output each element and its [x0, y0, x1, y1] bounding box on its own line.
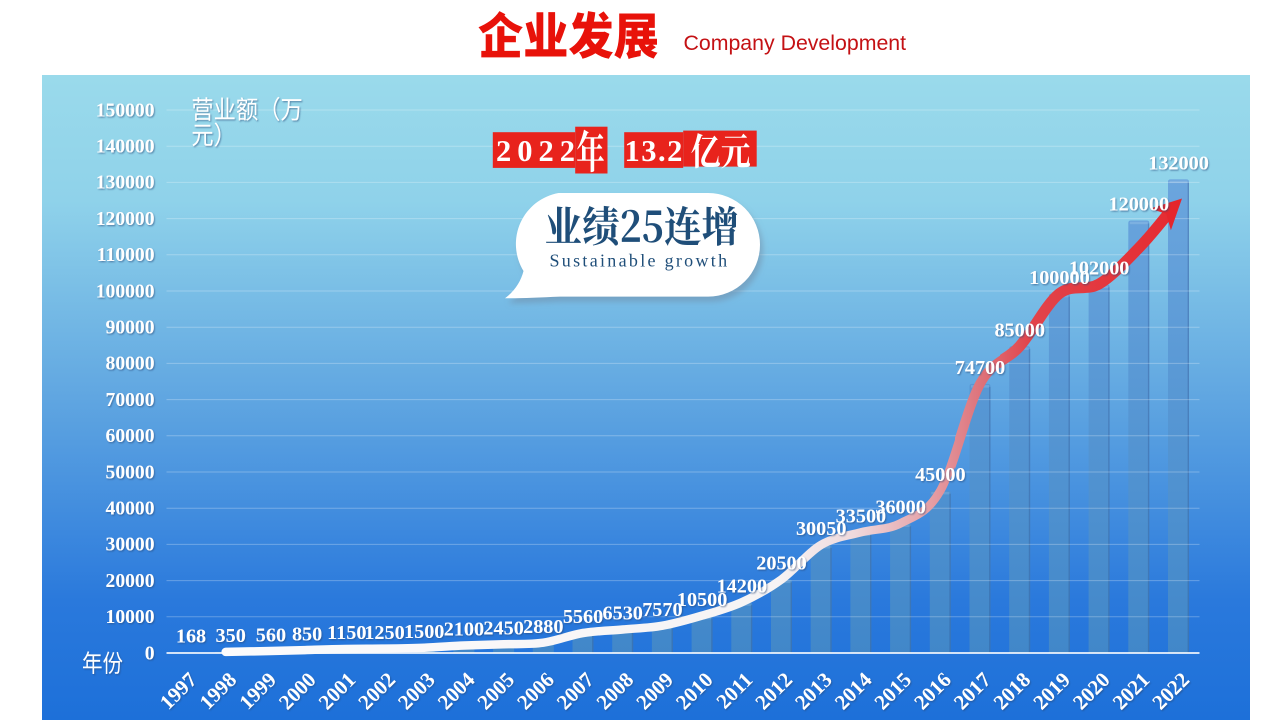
svg-text:50000: 50000 [106, 462, 155, 483]
svg-text:100000: 100000 [96, 281, 155, 302]
svg-text:5560: 5560 [563, 606, 603, 628]
svg-text:74700: 74700 [955, 357, 1005, 379]
svg-text:45000: 45000 [915, 464, 965, 486]
svg-text:33500: 33500 [836, 506, 886, 528]
svg-text:80000: 80000 [106, 354, 155, 375]
svg-text:70000: 70000 [106, 390, 155, 411]
svg-text:40000: 40000 [106, 499, 155, 520]
svg-text:2880: 2880 [523, 616, 563, 638]
svg-text:20000: 20000 [106, 571, 155, 592]
svg-text:2022: 2022 [496, 134, 581, 168]
svg-text:30050: 30050 [796, 518, 846, 540]
svg-text:110000: 110000 [97, 245, 155, 266]
svg-text:14200: 14200 [717, 575, 767, 597]
svg-text:85000: 85000 [994, 319, 1044, 341]
svg-text:350: 350 [216, 625, 246, 647]
svg-text:6530: 6530 [603, 603, 643, 625]
svg-text:30000: 30000 [106, 535, 155, 556]
svg-text:20500: 20500 [756, 553, 806, 575]
svg-text:100000: 100000 [1029, 267, 1090, 289]
svg-text:7570: 7570 [642, 599, 682, 621]
svg-text:140000: 140000 [96, 137, 155, 158]
svg-text:13.2: 13.2 [625, 134, 684, 168]
svg-text:168: 168 [176, 626, 206, 648]
svg-text:2450: 2450 [483, 618, 523, 640]
svg-text:Sustainable growth: Sustainable growth [550, 250, 730, 270]
svg-text:120000: 120000 [96, 209, 155, 230]
svg-text:1500: 1500 [404, 621, 444, 643]
svg-text:10000: 10000 [106, 607, 155, 628]
svg-text:132000: 132000 [1148, 153, 1209, 175]
svg-text:90000: 90000 [106, 318, 155, 339]
svg-text:850: 850 [292, 623, 322, 645]
svg-text:150000: 150000 [96, 100, 155, 121]
svg-text:560: 560 [256, 624, 286, 646]
svg-text:1250: 1250 [364, 622, 404, 644]
svg-text:60000: 60000 [106, 426, 155, 447]
svg-text:2100: 2100 [444, 619, 484, 641]
svg-text:1150: 1150 [327, 622, 366, 644]
svg-text:0: 0 [145, 643, 155, 664]
svg-text:120000: 120000 [1109, 194, 1170, 216]
svg-text:36000: 36000 [875, 497, 925, 519]
svg-text:130000: 130000 [96, 173, 155, 194]
svg-text:Company Development: Company Development [684, 31, 907, 55]
svg-text:102000: 102000 [1069, 258, 1130, 280]
svg-text:10500: 10500 [677, 589, 727, 611]
